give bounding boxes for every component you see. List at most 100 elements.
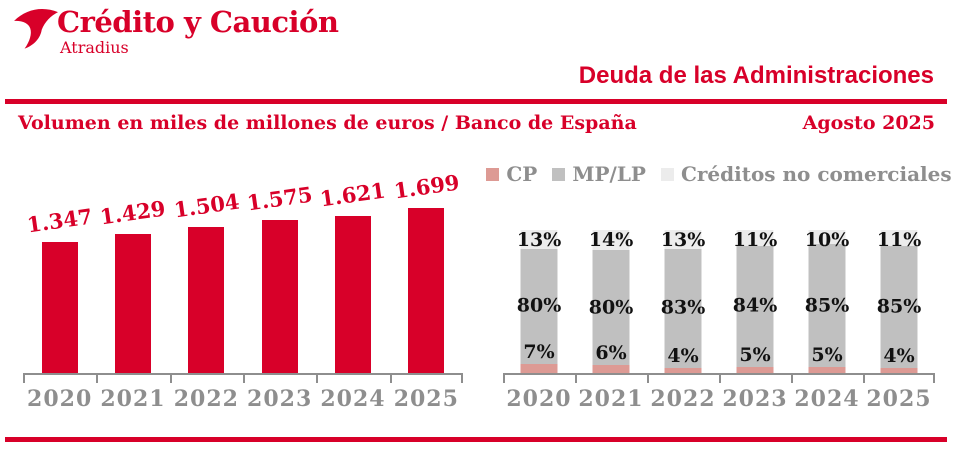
x-axis-tick	[316, 374, 319, 383]
segment-no-comerciales	[736, 230, 774, 246]
legend-swatch-icon	[552, 167, 566, 181]
pct-label-cp: 5%	[811, 343, 843, 366]
chart-subtitle-source: Volumen en miles de millones de euros / …	[18, 112, 637, 134]
legend-item-label: MP/LP	[572, 162, 646, 186]
x-axis-tick	[791, 374, 793, 383]
stacked-bar	[664, 230, 702, 374]
legend-item: CP	[486, 162, 537, 186]
debt-structure-stacked-chart: 13% 80% 7% 14% 80% 6% 13% 83% 4% 11% 84% 5% 10% 85% 5%…	[503, 230, 935, 383]
x-axis-tick	[96, 374, 99, 383]
x-axis-tick	[863, 374, 865, 383]
stacked-chart-legend: CP MP/LP Créditos no comerciales	[486, 162, 952, 186]
legend-item: MP/LP	[552, 162, 646, 186]
volume-bar	[261, 220, 298, 374]
legend-item-label: CP	[506, 162, 538, 186]
segment-mplp	[808, 244, 846, 367]
volume-bar	[41, 242, 78, 374]
stacked-bar-cell: 11% 84% 5%	[719, 230, 791, 374]
pct-label-no-comerciales: 13%	[660, 229, 706, 251]
pct-label-mplp: 85%	[876, 295, 922, 318]
pct-label-no-comerciales: 11%	[732, 229, 778, 251]
brand-logo-text: Crédito y Caución	[57, 5, 339, 39]
brand-logo-subtext: Atradius	[60, 38, 129, 57]
segment-mplp	[664, 248, 702, 369]
segment-no-comerciales	[808, 230, 846, 245]
pct-label-mplp: 85%	[804, 294, 850, 317]
stacked-bar	[880, 230, 918, 374]
stacked-bar	[808, 230, 846, 374]
x-axis-tick	[719, 374, 721, 383]
year-label: 2025	[866, 386, 932, 412]
segment-cp	[592, 365, 630, 374]
pct-label-cp: 6%	[595, 342, 627, 365]
stacked-bar-cell: 13% 80% 7%	[503, 230, 575, 374]
year-label: 2023	[722, 386, 788, 412]
year-label: 2022	[650, 386, 716, 412]
segment-mplp	[736, 245, 774, 367]
stacked-bar-cell: 14% 80% 6%	[575, 230, 647, 374]
pct-label-mplp: 83%	[660, 296, 706, 319]
legend-swatch-icon	[660, 167, 674, 181]
segment-no-comerciales	[592, 230, 630, 251]
legend-swatch-icon	[486, 167, 500, 181]
year-label: 2025	[393, 386, 459, 412]
footer-divider-rule	[5, 437, 947, 442]
year-label: 2023	[247, 386, 313, 412]
pct-label-mplp: 84%	[732, 294, 778, 317]
stacked-bar-cell: 10% 85% 5%	[791, 230, 863, 374]
pct-label-no-comerciales: 14%	[588, 229, 634, 251]
pct-label-mplp: 80%	[516, 294, 562, 317]
year-label: 2020	[506, 386, 572, 412]
legend-item: Créditos no comerciales	[660, 162, 952, 186]
pct-label-no-comerciales: 13%	[516, 229, 562, 251]
pct-label-cp: 4%	[883, 345, 915, 368]
volume-bar-value-label: 1.699	[392, 169, 461, 204]
x-axis-tick	[503, 374, 505, 383]
atradius-mark-icon	[14, 8, 58, 49]
year-label: 2021	[578, 386, 644, 412]
pct-label-cp: 5%	[739, 343, 771, 366]
segment-mplp	[592, 250, 630, 366]
pct-label-cp: 4%	[667, 345, 699, 368]
volume-bar-cell: 1.699	[390, 170, 463, 374]
stacked-bar-cell: 11% 85% 4%	[863, 230, 935, 374]
stacked-bar	[592, 230, 630, 374]
pct-label-no-comerciales: 10%	[804, 229, 850, 251]
year-label: 2024	[320, 386, 386, 412]
segment-cp	[520, 363, 558, 374]
volume-bar	[114, 234, 151, 374]
stacked-bar-cell: 13% 83% 4%	[647, 230, 719, 374]
volume-bar	[334, 215, 371, 374]
x-axis-tick	[461, 374, 463, 383]
segment-mplp	[520, 248, 558, 364]
segment-no-comerciales	[520, 230, 558, 249]
volume-bar-cell: 1.429	[96, 196, 169, 374]
year-label: 2021	[100, 386, 166, 412]
volume-bar-cell: 1.575	[243, 182, 316, 374]
segment-cp	[664, 368, 702, 374]
volume-bar-cell: 1.504	[170, 189, 243, 374]
volume-chart-year-axis: 2020 2021 2022 2023 2024 2025	[23, 386, 463, 412]
segment-no-comerciales	[880, 230, 918, 246]
x-axis-tick	[23, 374, 25, 383]
report-date: Agosto 2025	[802, 112, 935, 134]
volume-bar	[188, 227, 225, 374]
volume-bar	[408, 208, 445, 374]
year-label: 2022	[173, 386, 239, 412]
year-label: 2020	[27, 386, 93, 412]
segment-no-comerciales	[664, 230, 702, 249]
x-axis-tick	[647, 374, 649, 383]
page-title: Deuda de las Administraciones	[578, 62, 934, 89]
segment-mplp	[880, 245, 918, 369]
legend-item-label: Créditos no comerciales	[680, 162, 952, 186]
pct-label-cp: 7%	[523, 340, 555, 363]
segment-cp	[808, 366, 846, 374]
segment-cp	[736, 366, 774, 374]
year-label: 2024	[794, 386, 860, 412]
pct-label-no-comerciales: 11%	[876, 229, 922, 251]
stacked-bar	[520, 230, 558, 374]
pct-label-mplp: 80%	[588, 296, 634, 319]
x-axis-tick	[169, 374, 172, 383]
x-axis-tick	[243, 374, 245, 383]
